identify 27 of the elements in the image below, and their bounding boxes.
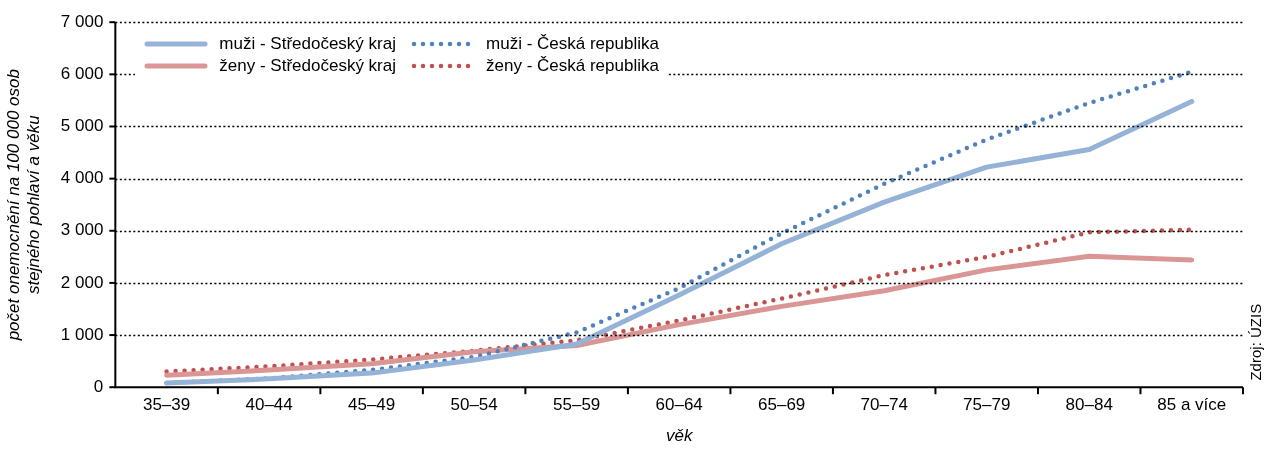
legend-label: ženy - Středočeský kraj <box>219 56 397 77</box>
x-tick-label: 40–44 <box>245 395 293 415</box>
legend-label: ženy - Česká republika <box>486 56 659 77</box>
legend-label: muži - Česká republika <box>486 34 659 55</box>
y-tick-label: 4 000 <box>60 168 104 188</box>
y-tick-label: 1 000 <box>60 324 104 344</box>
x-tick-label: 50–54 <box>450 395 498 415</box>
x-axis-title: věk <box>665 425 694 445</box>
x-tick-label: 55–59 <box>553 395 601 415</box>
y-tick-label: 7 000 <box>60 11 104 31</box>
x-tick-label: 45–49 <box>347 395 396 415</box>
x-tick-label: 70–74 <box>860 395 908 415</box>
x-tick-label: 35–39 <box>142 395 191 415</box>
legend-label: muži - Středočeský kraj <box>219 34 396 55</box>
y-tick-label: 0 <box>93 376 104 396</box>
x-tick-label: 65–69 <box>758 395 806 415</box>
y-tick-label: 2 000 <box>60 272 104 292</box>
x-tick-label: 85 a více <box>1157 395 1227 415</box>
x-tick-label: 75–79 <box>963 395 1011 415</box>
y-tick-label: 3 000 <box>60 220 104 240</box>
x-tick-label: 60–64 <box>655 395 703 415</box>
x-tick-label: 80–84 <box>1065 395 1113 415</box>
y-axis-title: počet onemocnění na 100 000 osob stejného pohlaví a věku <box>3 69 44 342</box>
y-tick-label: 5 000 <box>60 116 104 136</box>
y-tick-label: 6 000 <box>60 64 104 84</box>
text: Zdroj: ÚZIS <box>1247 303 1265 381</box>
line-series <box>164 227 1194 374</box>
